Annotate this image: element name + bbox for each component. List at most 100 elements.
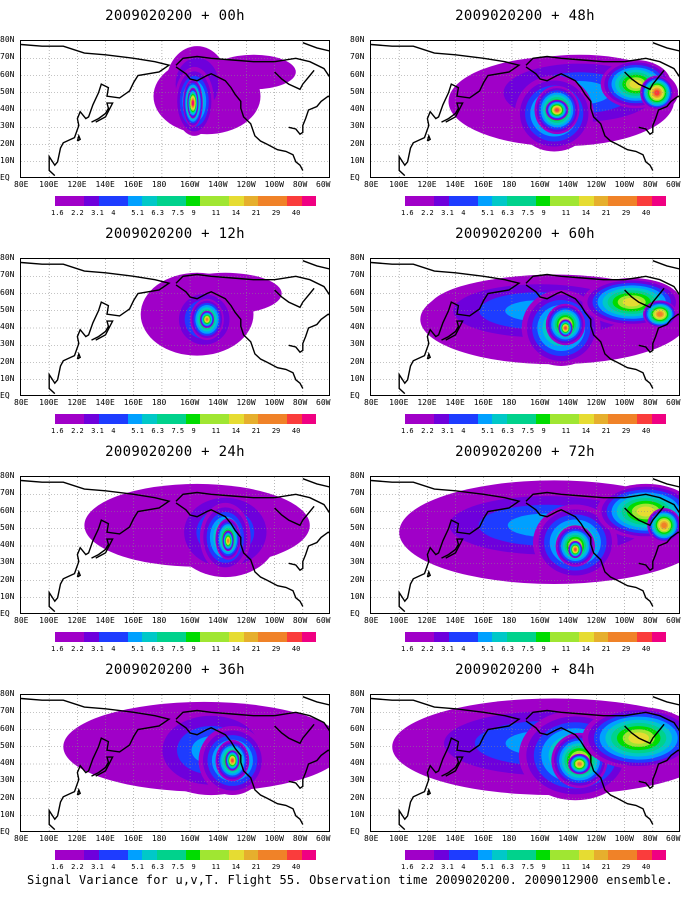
latitude-label: 70N (350, 488, 365, 498)
longitude-label: 140E (445, 180, 465, 189)
latitude-label: 40N (0, 540, 15, 549)
colorbar-swatch (434, 414, 449, 424)
latitude-label: 40N (350, 758, 365, 767)
colorbar-level-label: 29 (271, 427, 281, 435)
latitude-label: 30N (0, 339, 15, 349)
variance-map (370, 694, 680, 832)
colorbar-swatch (477, 414, 492, 424)
latitude-label: 80N (350, 689, 365, 698)
longitude-label: 160W (530, 180, 550, 189)
longitude-label: 100E (39, 834, 59, 843)
forecast-panel-84h: 2009020200 + 84h 80N 70N 60N 50N 40N 30N 20N 10N… (350, 654, 700, 879)
longitude-label: 120W (586, 180, 606, 189)
coastline (652, 260, 679, 270)
longitude-label: 80E (364, 616, 379, 625)
longitude-label: 180 (501, 616, 517, 625)
coastline (274, 69, 315, 91)
panel-title: 2009020200 + 36h (105, 662, 245, 678)
colorbar-swatch (535, 414, 550, 424)
longitude-label: 140W (208, 834, 228, 843)
colorbar-level-label: 5.1 (481, 863, 494, 871)
longitude-label: 100W (614, 398, 634, 407)
colorbar-swatch (258, 632, 273, 642)
colorbar-level-label: 5.1 (131, 427, 144, 435)
latitude-label: 10N (350, 809, 365, 819)
latitude-label: EQ (0, 827, 10, 836)
colorbar-level-label: 2.2 (71, 863, 84, 871)
colorbar-swatch (127, 632, 142, 642)
colorbar-level-label: 40 (641, 209, 651, 217)
colorbar-level-label: 14 (581, 209, 591, 217)
longitude-label: 60W (666, 180, 681, 189)
latitude-label: 60N (0, 69, 15, 79)
colorbar-level-label: 14 (231, 427, 241, 435)
colorbar-swatch (593, 632, 608, 642)
colorbar-level-label: 9 (541, 863, 546, 871)
colorbar-level-label: 1.6 (51, 863, 64, 871)
colorbar-level-label: 7.5 (171, 863, 185, 871)
coastline (441, 538, 464, 559)
longitude-label: 140E (445, 616, 465, 625)
coastline (638, 531, 679, 572)
colorbar-level-label: 9 (541, 645, 546, 653)
longitude-label: 180 (151, 616, 167, 625)
coastline (525, 273, 679, 296)
longitude-label: 160E (473, 398, 493, 407)
latitude-label: EQ (350, 391, 360, 400)
latitude-label: 50N (0, 740, 15, 750)
longitude-label: 100E (39, 180, 59, 189)
colorbar-level-label: 21 (251, 645, 261, 653)
colorbar-swatch (98, 632, 113, 642)
latitude-label: 20N (350, 574, 365, 584)
latitude-label: 50N (350, 304, 365, 314)
longitude-label: 140E (95, 180, 115, 189)
longitude-label: 120E (67, 398, 87, 407)
colorbar-swatch (579, 632, 594, 642)
longitude-label: 140E (445, 834, 465, 843)
coastline (302, 478, 329, 488)
colorbar-swatch (185, 414, 200, 424)
colorbar-swatch (492, 196, 507, 206)
colorbar-swatch (579, 850, 594, 860)
variance-contour-fill (574, 548, 577, 551)
variance-contour-fill (661, 522, 667, 529)
forecast-panel-48h: 2009020200 + 48h 80N 70N 60N 50N 40N 30N 20N 10N… (350, 0, 700, 225)
longitude-label: 140W (208, 180, 228, 189)
colorbar-level-label: 4 (111, 427, 116, 435)
latitude-label: 50N (350, 86, 365, 96)
latitude-label: EQ (350, 609, 360, 618)
longitude-label: 140E (95, 616, 115, 625)
panel-title: 2009020200 + 72h (455, 444, 595, 460)
coastline (371, 479, 521, 613)
latitude-label: EQ (0, 609, 10, 618)
latitude-label: 20N (0, 138, 15, 148)
colorbar-level-label: 7.5 (521, 863, 535, 871)
colorbar-level-label: 1.6 (401, 427, 414, 435)
variance-contour-fill (629, 79, 643, 89)
latitude-label: 30N (350, 775, 365, 785)
colorbar-level-label: 40 (291, 209, 301, 217)
colorbar-swatch (419, 414, 434, 424)
longitude-label: 160E (123, 180, 143, 189)
longitude-label: 120W (586, 398, 606, 407)
colorbar-swatch (287, 196, 302, 206)
figure-caption: Signal Variance for u,v,T. Flight 55. Ob… (27, 873, 673, 887)
longitude-label: 100W (614, 834, 634, 843)
colorbar-swatch (521, 850, 536, 860)
colorbar-swatch (637, 632, 652, 642)
colorbar-swatch (55, 850, 70, 860)
coastline (638, 749, 679, 790)
longitude-label: 160E (123, 398, 143, 407)
longitude-label: 160W (180, 398, 200, 407)
colorbar-swatch (593, 850, 608, 860)
colorbar-level-label: 2.2 (421, 209, 434, 217)
colorbar-level-label: 5.1 (131, 209, 144, 217)
longitude-label: 140W (208, 398, 228, 407)
colorbar-swatch (156, 196, 171, 206)
variance-map (20, 40, 330, 178)
latitude-label: 10N (350, 155, 365, 165)
latitude-label: 40N (350, 540, 365, 549)
longitude-label: 80W (642, 834, 658, 843)
colorbar-level-label: 4 (461, 863, 466, 871)
panel-title: 2009020200 + 24h (105, 444, 245, 460)
